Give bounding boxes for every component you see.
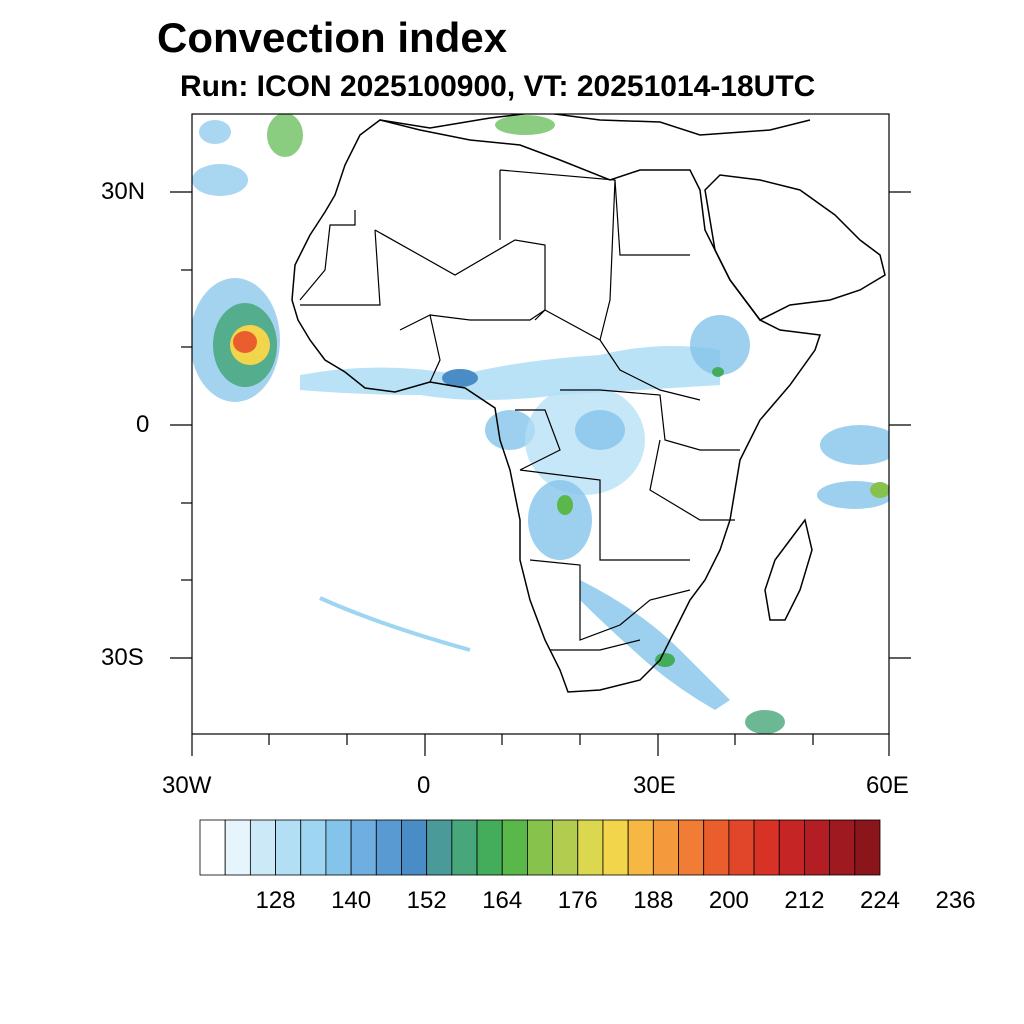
lat-label-0: 0 — [136, 411, 150, 438]
colorbar-label: 212 — [784, 887, 825, 914]
colorbar-label: 224 — [859, 887, 901, 914]
colorbar-box — [552, 819, 579, 876]
lon-label-0: 0 — [417, 772, 431, 799]
colorbar-label: 164 — [482, 887, 523, 914]
chart-title: Convection index — [157, 14, 508, 61]
lon-label-60e: 60E — [866, 772, 909, 799]
colorbar-box — [350, 819, 377, 876]
colorbar-box — [375, 819, 402, 876]
colorbar-label: 128 — [255, 887, 296, 914]
lon-label-30e: 30E — [633, 772, 676, 799]
lat-label-30s: 30S — [101, 644, 144, 671]
colorbar-box — [804, 819, 831, 876]
colorbar-box — [753, 819, 780, 876]
colorbar-box — [325, 819, 352, 876]
chart-subtitle: Run: ICON 2025100900, VT: 20251014-18UTC — [180, 70, 816, 103]
colorbar-box — [778, 819, 805, 876]
colorbar-box — [275, 819, 302, 876]
colorbar-box — [602, 819, 629, 876]
colorbar-box — [829, 819, 856, 876]
map-frame — [191, 113, 890, 735]
colorbar-label: 140 — [331, 887, 372, 914]
colorbar-box — [224, 819, 251, 876]
colorbar-box — [451, 819, 478, 876]
colorbar-label: 176 — [557, 887, 598, 914]
colorbar — [199, 819, 881, 876]
colorbar-box — [527, 819, 553, 876]
colorbar-box — [728, 819, 755, 876]
colorbar-label: 200 — [708, 887, 749, 914]
colorbar-label: 152 — [406, 887, 447, 914]
colorbar-box — [577, 819, 604, 876]
colorbar-box — [703, 819, 730, 876]
colorbar-label: 188 — [633, 887, 674, 914]
colorbar-box — [854, 819, 881, 876]
colorbar-box — [652, 819, 679, 876]
colorbar-box — [401, 819, 428, 876]
colorbar-box — [627, 819, 654, 876]
lat-label-30n: 30N — [101, 178, 146, 205]
colorbar-box — [300, 819, 327, 876]
colorbar-box — [426, 819, 453, 876]
colorbar-box — [249, 819, 276, 876]
country-borders — [299, 169, 740, 651]
colorbar-label: 236 — [935, 887, 976, 914]
axis-ticks — [170, 191, 911, 756]
colorbar-box — [476, 819, 503, 876]
colorbar-box — [501, 819, 528, 876]
colorbar-box — [199, 819, 226, 876]
coastlines — [291, 114, 886, 693]
lon-label-30w: 30W — [162, 772, 212, 799]
colorbar-box — [678, 819, 705, 876]
